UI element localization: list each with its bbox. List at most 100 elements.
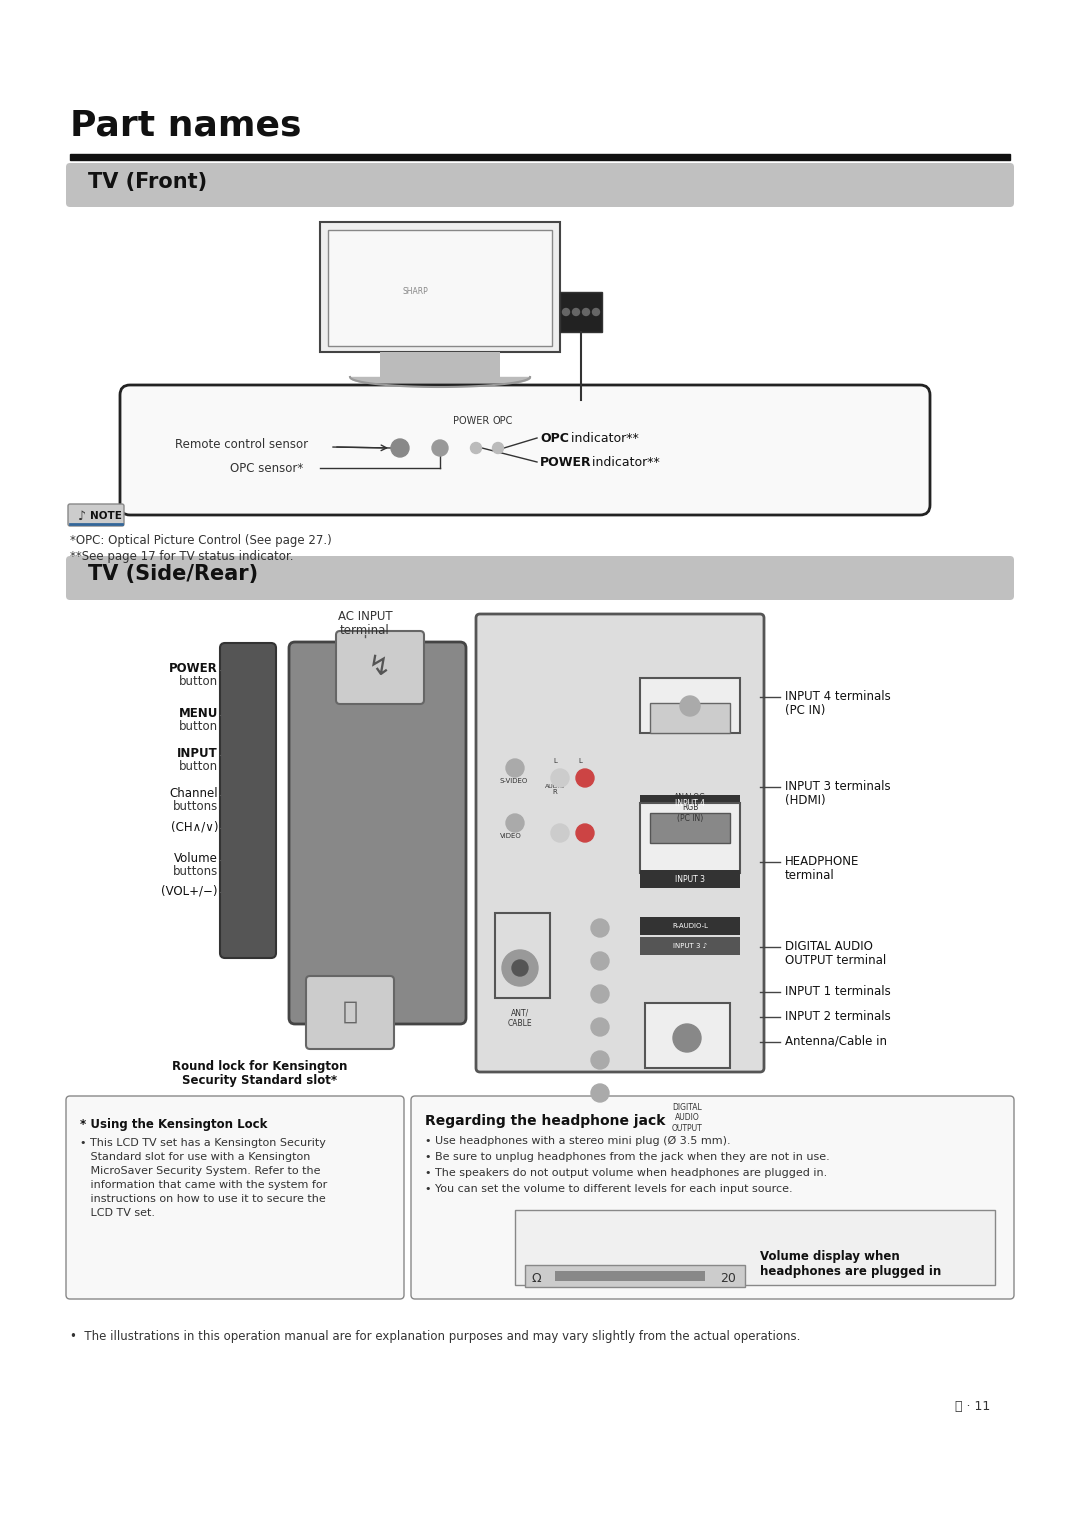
Text: L: L (578, 758, 582, 764)
Bar (70, 154, 1010, 160)
Circle shape (582, 309, 590, 315)
Bar (525, 1265, 745, 1287)
Text: SHARP: SHARP (402, 287, 428, 296)
Text: OPC sensor*: OPC sensor* (230, 461, 303, 475)
Text: Volume display when: Volume display when (760, 1250, 900, 1264)
FancyBboxPatch shape (306, 976, 394, 1050)
Text: (HDMI): (HDMI) (785, 795, 825, 807)
Circle shape (591, 1018, 609, 1036)
Text: Remote control sensor: Remote control sensor (175, 437, 308, 451)
Circle shape (576, 824, 594, 842)
Bar (495, 914, 550, 998)
Text: ⓔ · 11: ⓔ · 11 (955, 1400, 990, 1413)
Text: terminal: terminal (340, 623, 390, 637)
Circle shape (591, 918, 609, 937)
FancyBboxPatch shape (120, 385, 930, 515)
Text: • Be sure to unplug headphones from the jack when they are not in use.: • Be sure to unplug headphones from the … (426, 1152, 829, 1161)
Bar (640, 917, 740, 935)
Bar (555, 1271, 705, 1280)
Circle shape (591, 986, 609, 1002)
Text: • This LCD TV set has a Kensington Security
   Standard slot for use with a Kens: • This LCD TV set has a Kensington Secur… (80, 1138, 327, 1218)
FancyBboxPatch shape (220, 643, 276, 958)
Text: Antenna/Cable in: Antenna/Cable in (785, 1034, 887, 1048)
Text: POWER: POWER (540, 455, 592, 469)
Text: L: L (553, 758, 557, 764)
Text: indicator**: indicator** (588, 455, 660, 469)
Text: ⚿: ⚿ (342, 999, 357, 1024)
Text: Security Standard slot*: Security Standard slot* (183, 1074, 338, 1086)
Text: TV (Side/Rear): TV (Side/Rear) (87, 564, 258, 584)
Text: • You can set the volume to different levels for each input source.: • You can set the volume to different le… (426, 1184, 793, 1193)
Text: **See page 17 for TV status indicator.: **See page 17 for TV status indicator. (70, 550, 294, 562)
Bar (515, 1210, 995, 1285)
Text: * Using the Kensington Lock: * Using the Kensington Lock (80, 1118, 268, 1131)
Text: headphones are plugged in: headphones are plugged in (760, 1265, 942, 1277)
Text: INPUT 3: INPUT 3 (675, 874, 705, 883)
Text: MENU: MENU (178, 707, 218, 720)
Text: OPC: OPC (492, 416, 513, 426)
Text: OUTPUT terminal: OUTPUT terminal (785, 953, 887, 967)
Text: Round lock for Kensington: Round lock for Kensington (173, 1060, 348, 1073)
Circle shape (471, 443, 482, 454)
Text: (VOL+/−): (VOL+/−) (162, 885, 218, 897)
Bar (640, 678, 740, 733)
Bar (640, 869, 740, 888)
Circle shape (391, 439, 409, 457)
Bar (561, 292, 602, 332)
Circle shape (432, 440, 448, 455)
Text: ANALOG
RGB
(PC IN): ANALOG RGB (PC IN) (674, 793, 706, 822)
FancyBboxPatch shape (476, 614, 764, 1073)
Text: buttons: buttons (173, 865, 218, 879)
Circle shape (507, 814, 524, 833)
Text: AUDIO: AUDIO (544, 784, 565, 788)
Bar (320, 222, 561, 351)
Bar (640, 937, 740, 955)
Bar (640, 795, 740, 813)
Circle shape (563, 309, 569, 315)
Circle shape (593, 309, 599, 315)
Circle shape (492, 443, 503, 454)
Text: Channel: Channel (170, 787, 218, 801)
Text: HEADPHONE: HEADPHONE (785, 856, 860, 868)
Text: INPUT 3 terminals: INPUT 3 terminals (785, 779, 891, 793)
Text: *OPC: Optical Picture Control (See page 27.): *OPC: Optical Picture Control (See page … (70, 533, 332, 547)
FancyBboxPatch shape (336, 631, 424, 704)
Bar (380, 351, 500, 377)
Text: INPUT 3 ♪: INPUT 3 ♪ (673, 943, 707, 949)
Text: ↯: ↯ (368, 652, 392, 681)
Text: ♪: ♪ (78, 509, 86, 523)
Circle shape (551, 824, 569, 842)
FancyBboxPatch shape (376, 390, 504, 416)
Text: Ω: Ω (531, 1271, 541, 1285)
Circle shape (591, 1083, 609, 1102)
Bar (328, 231, 552, 345)
Text: Ω: Ω (596, 989, 604, 998)
Circle shape (680, 695, 700, 717)
FancyBboxPatch shape (289, 642, 465, 1024)
Circle shape (576, 769, 594, 787)
Text: hdmi: hdmi (650, 879, 681, 888)
FancyBboxPatch shape (68, 504, 124, 526)
Circle shape (591, 952, 609, 970)
Circle shape (673, 1024, 701, 1051)
FancyBboxPatch shape (66, 556, 1014, 601)
Text: TV (Front): TV (Front) (87, 173, 207, 193)
Text: indicator**: indicator** (567, 431, 638, 445)
Text: INPUT: INPUT (177, 747, 218, 759)
Text: OPC: OPC (540, 431, 569, 445)
Text: 20: 20 (720, 1271, 735, 1285)
Text: Part names: Part names (70, 108, 301, 142)
Text: button: button (179, 675, 218, 688)
Circle shape (591, 1051, 609, 1070)
Text: AC INPUT: AC INPUT (338, 610, 392, 623)
Bar (650, 703, 730, 733)
Text: (PC IN): (PC IN) (785, 704, 825, 717)
Text: DIGITAL
AUDIO
OUTPUT: DIGITAL AUDIO OUTPUT (672, 1103, 702, 1132)
Text: S-VIDEO: S-VIDEO (500, 778, 528, 784)
Text: INPUT 4 terminals: INPUT 4 terminals (785, 691, 891, 703)
Text: terminal: terminal (785, 869, 835, 882)
Circle shape (551, 769, 569, 787)
Bar (645, 1002, 730, 1068)
Text: DIGITAL AUDIO: DIGITAL AUDIO (785, 940, 873, 953)
Text: Regarding the headphone jack: Regarding the headphone jack (426, 1114, 665, 1128)
